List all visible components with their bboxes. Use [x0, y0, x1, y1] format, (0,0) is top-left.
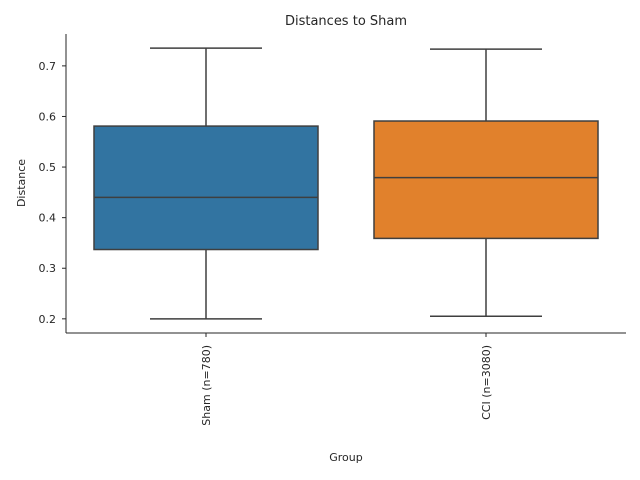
- box-group: [373, 48, 599, 318]
- box-iqr: [373, 120, 599, 240]
- y-axis-label: Distance: [15, 159, 28, 207]
- y-tick-label: 0.5: [39, 161, 57, 174]
- x-tick-label: Sham (n=780): [200, 345, 213, 426]
- box-iqr: [93, 125, 319, 251]
- x-axis-label: Group: [329, 451, 363, 464]
- y-tick-label: 0.4: [39, 212, 57, 225]
- y-tick-label: 0.2: [39, 313, 57, 326]
- boxes-layer: [93, 47, 599, 320]
- chart-title: Distances to Sham: [285, 14, 407, 29]
- y-tick-label: 0.7: [39, 60, 57, 73]
- x-axis-ticks: Sham (n=780) CCI (n=3080): [200, 333, 493, 426]
- x-tick-label: CCI (n=3080): [480, 345, 493, 420]
- y-tick-label: 0.3: [39, 262, 57, 275]
- box-group: [93, 47, 319, 320]
- y-axis-ticks: 0.2 0.3 0.4 0.5 0.6 0.7: [39, 60, 66, 326]
- y-tick-label: 0.6: [39, 110, 57, 123]
